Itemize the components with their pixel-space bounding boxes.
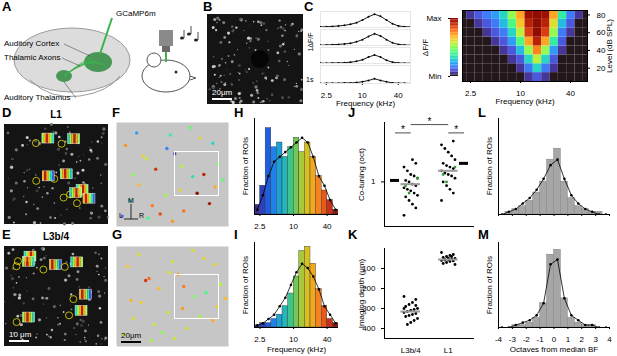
svg-text:40: 40 bbox=[394, 91, 403, 100]
svg-text:R: R bbox=[139, 212, 144, 219]
html-text:F: F bbox=[112, 105, 120, 120]
html-text:J: J bbox=[348, 105, 356, 120]
svg-text:L: L bbox=[119, 212, 123, 219]
svg-text:60: 60 bbox=[596, 28, 606, 38]
html-text:Fraction of ROIs: Fraction of ROIs bbox=[241, 255, 250, 314]
html-text:L1: L1 bbox=[50, 109, 62, 120]
svg-text:Imaging depth (μm): Imaging depth (μm) bbox=[357, 258, 366, 328]
svg-text:40: 40 bbox=[566, 89, 575, 98]
svg-text:10: 10 bbox=[516, 89, 525, 99]
html-text:Fraction of ROIs: Fraction of ROIs bbox=[241, 136, 250, 196]
svg-text:Frequency (kHz): Frequency (kHz) bbox=[336, 99, 395, 108]
svg-text:2.5: 2.5 bbox=[465, 89, 477, 98]
svg-text:10: 10 bbox=[289, 222, 298, 231]
svg-text:M: M bbox=[128, 197, 134, 204]
svg-text:Co-tuning (oct): Co-tuning (oct) bbox=[357, 148, 366, 201]
svg-text:2.5: 2.5 bbox=[254, 335, 266, 344]
svg-text:-1: -1 bbox=[537, 335, 545, 344]
html-text:L: L bbox=[478, 105, 486, 120]
svg-text:L3b/4: L3b/4 bbox=[401, 346, 422, 355]
html-text:L3b/4: L3b/4 bbox=[42, 231, 70, 242]
html-text:D: D bbox=[2, 105, 12, 120]
svg-text:Max: Max bbox=[426, 14, 441, 23]
svg-text:80: 80 bbox=[597, 10, 606, 19]
svg-text:Min: Min bbox=[429, 72, 442, 81]
svg-text:L1: L1 bbox=[444, 346, 453, 355]
svg-text:Frequency (kHz): Frequency (kHz) bbox=[495, 97, 554, 106]
svg-text:-3: -3 bbox=[509, 335, 517, 344]
svg-text:4: 4 bbox=[607, 335, 612, 344]
svg-text:2.5: 2.5 bbox=[254, 222, 266, 231]
html-text:E: E bbox=[2, 227, 11, 242]
svg-text:Level (dB SPL): Level (dB SPL) bbox=[605, 19, 614, 73]
html-text:Fraction of ROIs: Fraction of ROIs bbox=[485, 136, 494, 196]
svg-text:*: * bbox=[401, 124, 405, 135]
svg-text:Auditory Thalamus: Auditory Thalamus bbox=[4, 93, 71, 102]
svg-text:40: 40 bbox=[323, 335, 332, 344]
html-text:I: I bbox=[234, 227, 238, 242]
svg-text:400: 400 bbox=[362, 324, 376, 334]
svg-text:2: 2 bbox=[580, 335, 585, 344]
svg-text:-2: -2 bbox=[523, 335, 531, 344]
html-text:A: A bbox=[2, 0, 12, 14]
svg-text:*: * bbox=[428, 116, 432, 127]
html-text:H: H bbox=[234, 105, 244, 120]
html-text:C: C bbox=[304, 0, 314, 14]
svg-text:20: 20 bbox=[596, 63, 606, 73]
html-text:Fraction of ROIs: Fraction of ROIs bbox=[485, 255, 494, 314]
svg-text:Frequency (kHz): Frequency (kHz) bbox=[267, 345, 326, 354]
svg-text:Octaves from median BF: Octaves from median BF bbox=[510, 345, 599, 354]
svg-text:GCaMP6m: GCaMP6m bbox=[116, 9, 156, 18]
svg-text:1: 1 bbox=[371, 177, 376, 186]
svg-text:300: 300 bbox=[362, 304, 376, 314]
svg-text:200: 200 bbox=[362, 284, 376, 294]
svg-text:Auditory Cortex: Auditory Cortex bbox=[4, 39, 59, 48]
svg-text:10: 10 bbox=[289, 335, 298, 344]
html-text:K: K bbox=[348, 227, 358, 242]
html-text:1s: 1s bbox=[306, 76, 314, 83]
html-text:G: G bbox=[112, 227, 123, 242]
svg-text:ΔF/F: ΔF/F bbox=[421, 39, 430, 56]
svg-text:1: 1 bbox=[566, 335, 571, 344]
svg-text:*: * bbox=[454, 124, 458, 135]
svg-text:0: 0 bbox=[552, 335, 557, 344]
svg-text:-4: -4 bbox=[495, 335, 503, 344]
svg-text:10 μm: 10 μm bbox=[9, 330, 32, 339]
svg-text:10: 10 bbox=[357, 91, 367, 101]
svg-text:40: 40 bbox=[323, 222, 332, 231]
svg-text:20μm: 20μm bbox=[212, 88, 233, 97]
svg-text:3: 3 bbox=[593, 335, 598, 344]
svg-text:100: 100 bbox=[362, 264, 376, 274]
svg-text:Thalamic Axons: Thalamic Axons bbox=[4, 53, 60, 62]
svg-text:20μm: 20μm bbox=[121, 331, 142, 340]
html-text:1ΔF/F: 1ΔF/F bbox=[306, 32, 314, 52]
html-text:M: M bbox=[478, 227, 489, 242]
svg-text:40: 40 bbox=[596, 46, 606, 55]
html-text:B: B bbox=[203, 0, 213, 14]
svg-text:2.5: 2.5 bbox=[321, 91, 333, 100]
